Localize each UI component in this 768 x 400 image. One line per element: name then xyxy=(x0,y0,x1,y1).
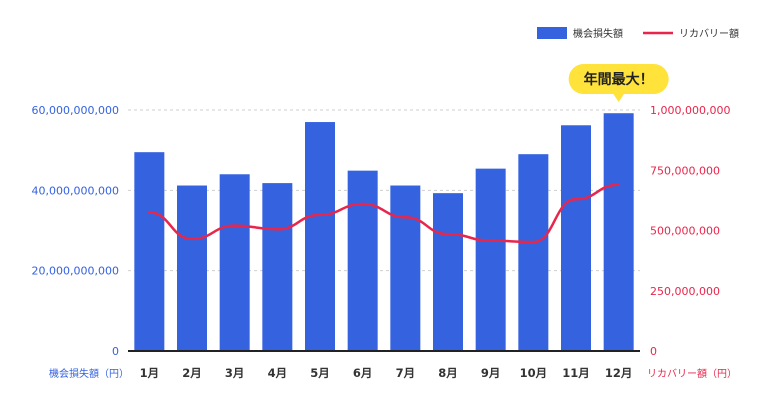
annotation-bubble xyxy=(568,64,669,94)
legend-label-bar: 機会損失額 xyxy=(573,27,623,40)
axes: 1月 2月 3月 4月 5月 6月 7月 8月 9月 10月 11月 12月 0 20,000,000,0… xyxy=(32,104,737,380)
x-tick-label: 11月 xyxy=(562,366,590,380)
bar-1 xyxy=(134,152,165,351)
y-right-tick-label: 750,000,000 xyxy=(650,164,720,177)
legend-swatch-bar xyxy=(537,27,567,39)
y-left-axis-label: 機会損失額（円） xyxy=(49,367,129,380)
y-left-tick-label: 60,000,000,000 xyxy=(32,104,119,117)
x-tick-label: 8月 xyxy=(438,366,458,380)
x-tick-label: 9月 xyxy=(481,366,501,380)
legend: 機会損失額 リカバリー額 xyxy=(537,27,739,40)
y-right-tick-label: 250,000,000 xyxy=(650,285,720,298)
x-tick-label: 7月 xyxy=(396,366,416,380)
x-tick-label: 2月 xyxy=(182,366,202,380)
x-tick-label: 1月 xyxy=(140,366,160,380)
annotation-text: 年間最大！ xyxy=(584,71,654,88)
bar-6 xyxy=(347,170,378,351)
bar-4 xyxy=(262,183,293,351)
legend-label-line: リカバリー額 xyxy=(679,27,739,40)
y-left-tick-label: 20,000,000,000 xyxy=(32,265,119,278)
x-tick-label: 10月 xyxy=(520,366,548,380)
bar-12 xyxy=(603,113,634,351)
line-series xyxy=(148,183,620,244)
annotation-pointer xyxy=(612,93,625,102)
x-tick-label: 12月 xyxy=(605,366,633,380)
bar-2 xyxy=(177,185,207,351)
annotation: 年間最大！ xyxy=(568,64,669,102)
bar-series xyxy=(134,113,634,351)
bar-10 xyxy=(518,154,549,351)
x-tick-label: 4月 xyxy=(268,366,288,380)
y-right-tick-label: 1,000,000,000 xyxy=(650,104,730,117)
x-tick-label: 6月 xyxy=(353,366,373,380)
y-right-axis-label: リカバリー額（円） xyxy=(647,367,737,380)
grid-lines xyxy=(128,109,640,272)
recovery-line xyxy=(148,183,620,244)
bar-3 xyxy=(219,174,250,351)
bar-5 xyxy=(305,122,335,351)
y-left-tick-label: 0 xyxy=(112,345,119,358)
x-tick-label: 3月 xyxy=(225,366,245,380)
bar-8 xyxy=(433,193,463,351)
x-tick-label: 5月 xyxy=(310,366,330,380)
y-left-tick-label: 40,000,000,000 xyxy=(32,184,119,197)
bar-11 xyxy=(561,125,591,351)
y-right-tick-label: 0 xyxy=(650,345,657,358)
y-right-tick-label: 500,000,000 xyxy=(650,225,720,238)
bar-7 xyxy=(390,185,421,351)
bar-9 xyxy=(475,168,506,351)
